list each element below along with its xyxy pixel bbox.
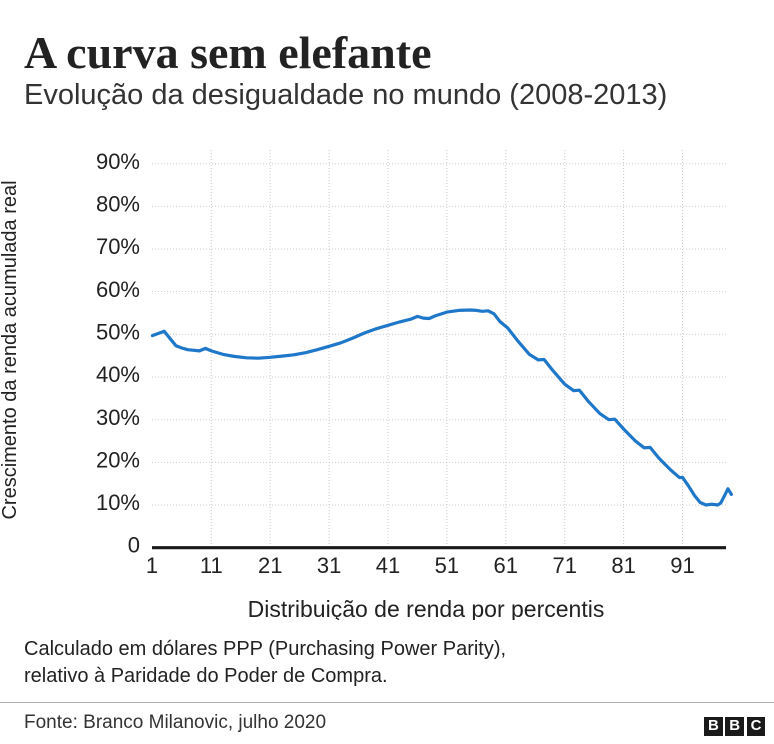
svg-text:81: 81 (611, 553, 635, 578)
svg-text:51: 51 (435, 553, 459, 578)
svg-text:80%: 80% (96, 192, 140, 217)
svg-text:41: 41 (376, 553, 400, 578)
svg-text:30%: 30% (96, 405, 140, 430)
svg-text:60%: 60% (96, 277, 140, 302)
svg-text:11: 11 (200, 553, 223, 578)
svg-text:61: 61 (494, 553, 518, 578)
svg-text:50%: 50% (96, 320, 140, 345)
svg-text:91: 91 (670, 553, 694, 578)
svg-text:20%: 20% (96, 448, 140, 473)
svg-text:70%: 70% (96, 234, 140, 259)
svg-text:40%: 40% (96, 362, 140, 387)
svg-text:21: 21 (258, 553, 282, 578)
svg-text:Distribuição de renda por perc: Distribuição de renda por percentis (248, 596, 605, 620)
svg-text:0: 0 (128, 533, 140, 558)
svg-text:10%: 10% (96, 490, 140, 515)
svg-text:71: 71 (552, 553, 576, 578)
svg-text:Crescimento da renda acumulada: Crescimento da renda acumulada real (0, 180, 21, 519)
svg-text:1: 1 (146, 553, 158, 578)
svg-text:31: 31 (317, 553, 341, 578)
svg-text:90%: 90% (96, 149, 140, 174)
